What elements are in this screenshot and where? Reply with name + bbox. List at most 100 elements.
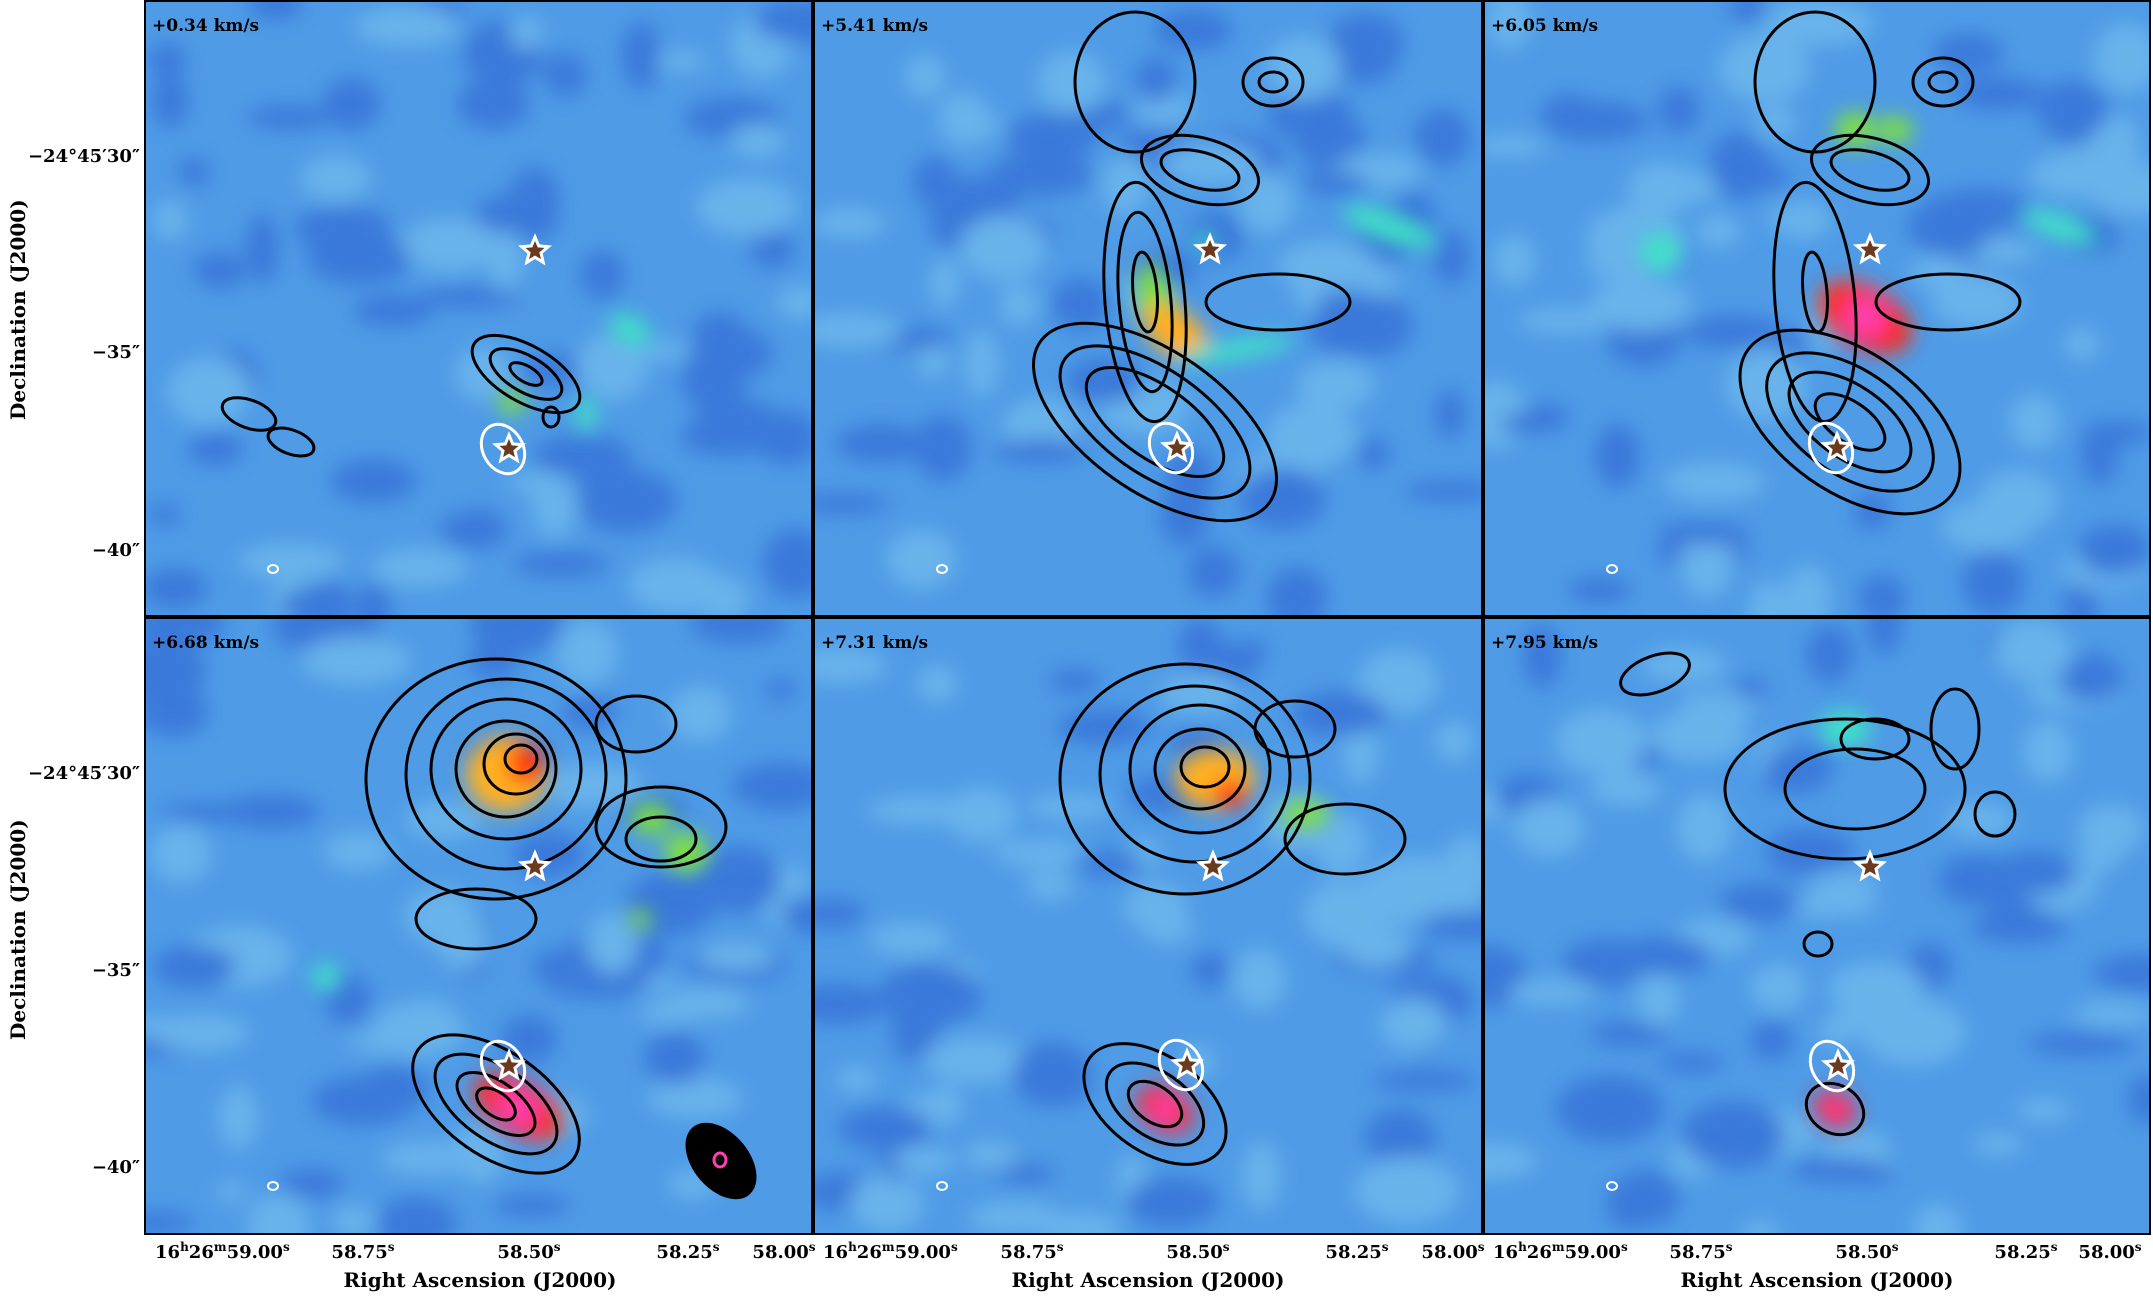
noise-patch [1853, 492, 1892, 530]
noise-patch [2080, 805, 2124, 873]
noise-patch [1298, 171, 1370, 195]
noise-patch [2027, 1031, 2136, 1056]
noise-patch [1942, 803, 2015, 837]
noise-patch [992, 437, 1089, 463]
noise-patch [147, 504, 181, 526]
beam-ellipse-icon [1808, 1039, 1856, 1093]
contour-line [1802, 930, 1834, 958]
noise-patch [1627, 162, 1699, 214]
contour-layer [1031, 10, 1352, 523]
noise-patch [1292, 244, 1325, 314]
noise-patch [1011, 1042, 1093, 1107]
emission-blob [498, 390, 526, 414]
x-tick: 58.50s [1835, 1240, 1899, 1263]
noise-patch [1204, 644, 1257, 685]
noise-patch [1510, 979, 1595, 1006]
noise-patch [683, 326, 773, 380]
noise-patch [2035, 80, 2110, 139]
contour-line [411, 1033, 581, 1175]
contour-layer [1058, 662, 1407, 1166]
noise-patch [1242, 1140, 1280, 1211]
small-beam-mark [936, 1181, 948, 1191]
small-beam-mark [1606, 564, 1618, 574]
y-tick-bottom-3: −40″ [91, 1157, 140, 1178]
noise-patch [664, 986, 751, 1019]
noise-patch [1680, 1100, 1786, 1169]
noise-patch [1681, 531, 1733, 598]
noise-patch [214, 1182, 248, 1203]
noise-patch [465, 507, 500, 546]
noise-patch [580, 250, 625, 300]
emission-blob [631, 909, 651, 929]
y-tick-top-2: −35″ [91, 342, 140, 363]
noise-patch [765, 678, 797, 701]
contour-line [1253, 699, 1337, 759]
emission-blob [1877, 116, 1913, 144]
emission-blob [1342, 205, 1438, 249]
noise-patch [1048, 668, 1101, 693]
beam-ellipse-icon [479, 422, 527, 476]
beam-ellipse-icon [1807, 421, 1855, 475]
star-marker-icon [1820, 1048, 1856, 1081]
noise-patch [455, 1118, 506, 1184]
contour-line [508, 361, 544, 387]
contour-line [475, 1086, 517, 1122]
noise-patch [1656, 521, 1750, 546]
x-tick: 58.00s [2078, 1240, 2142, 1263]
noise-patch [838, 1106, 933, 1151]
contour-line [541, 405, 561, 429]
noise-patch [1740, 1220, 1781, 1233]
noise-patch [993, 839, 1091, 869]
noise-patch [1154, 8, 1233, 51]
noise-patch [1024, 871, 1075, 901]
contour-line [1619, 651, 1691, 697]
noise-patch [1932, 33, 2004, 73]
contour-line [364, 657, 628, 901]
contour-line [404, 677, 608, 871]
noise-patch [912, 155, 957, 209]
noise-patch [964, 1140, 1019, 1170]
noise-patch [2093, 954, 2149, 993]
channel-panel-1: +0.34 km/s [144, 0, 813, 617]
noise-patch [1728, 2, 1770, 23]
noise-patch [151, 74, 189, 128]
channel-map [1485, 619, 2149, 1233]
contour-line [1809, 133, 1931, 207]
noise-patch [330, 458, 417, 503]
star-marker-icon [1819, 430, 1855, 463]
contour-line [1929, 687, 1981, 771]
noise-patch [1750, 1019, 1793, 1061]
noise-patch [2076, 524, 2149, 577]
noise-patch [1657, 86, 1700, 133]
noise-patch [1190, 952, 1232, 988]
contour-line [1257, 70, 1289, 94]
noise-patch [1238, 173, 1295, 234]
velocity-label: +6.68 km/s [152, 633, 260, 653]
noise-patch [353, 294, 433, 327]
contour-line [1738, 328, 1962, 516]
noise-patch [1650, 709, 1748, 762]
x-tick: 16h26m59.00s [155, 1240, 290, 1263]
contour-line [1911, 56, 1975, 108]
noise-patch [148, 42, 187, 77]
noise-layer [815, 8, 1481, 615]
emission-blob [1835, 112, 1875, 148]
contour-line [1179, 745, 1231, 789]
noise-patch [878, 963, 983, 1027]
small-beam-mark [267, 564, 279, 574]
noise-patch [960, 216, 1047, 281]
noise-patch [1556, 1075, 1665, 1143]
star-marker-icon [491, 431, 527, 464]
noise-patch [1907, 205, 1955, 248]
contour-line [1283, 802, 1407, 876]
noise-patch [556, 620, 618, 686]
noise-patch [513, 551, 610, 577]
noise-patch [752, 2, 811, 44]
noise-patch [1615, 936, 1714, 977]
noise-patch [237, 543, 345, 580]
noise-patch [924, 1037, 1030, 1083]
noise-patch [1789, 1156, 1887, 1182]
noise-patch [152, 199, 188, 241]
contour-line [1104, 1061, 1206, 1147]
noise-patch [1972, 1132, 2025, 1156]
